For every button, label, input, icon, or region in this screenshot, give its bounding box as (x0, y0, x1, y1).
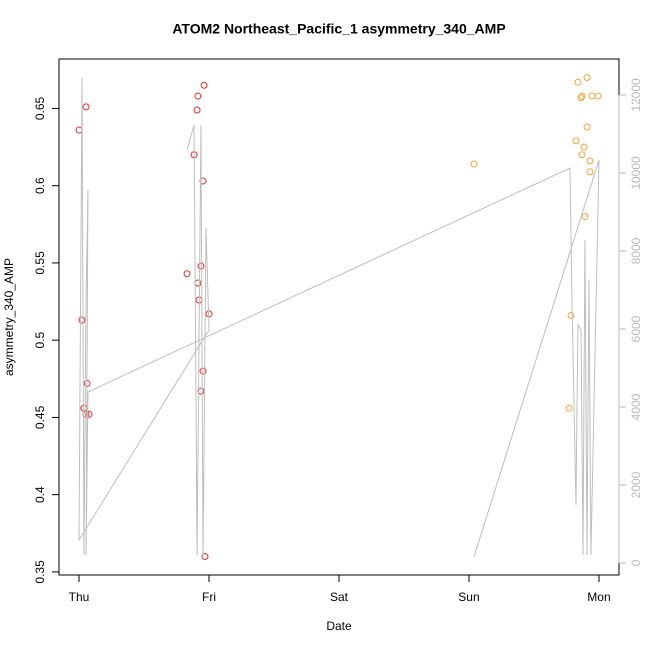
chart-title: ATOM2 Northeast_Pacific_1 asymmetry_340_… (172, 21, 505, 37)
point (197, 262, 205, 270)
point (578, 92, 586, 100)
point (82, 103, 90, 111)
point (572, 137, 580, 145)
y2-tick-label: 2000 (629, 471, 643, 498)
point (199, 367, 207, 375)
y-tick-label: 0.65 (33, 96, 47, 120)
y2-tick-label: 8000 (629, 237, 643, 264)
x-tick-label: Fri (202, 590, 216, 604)
y2-tick-label: 4000 (629, 393, 643, 420)
point (578, 151, 586, 159)
point (470, 160, 478, 168)
y2-tick-label: 6000 (629, 315, 643, 342)
y-tick-label: 0.5 (33, 332, 47, 349)
x-tick-label: Sat (330, 590, 349, 604)
point (583, 123, 591, 131)
y2-tick-label: 10000 (629, 156, 643, 190)
x-tick-label: Thu (69, 590, 90, 604)
y-axis-label: asymmetry_340_AMP (2, 258, 16, 376)
point (583, 74, 591, 82)
y-tick-label: 0.4 (33, 486, 47, 503)
point (201, 552, 209, 560)
point (586, 157, 594, 165)
point (574, 78, 582, 86)
y-tick-label: 0.55 (33, 251, 47, 275)
point (197, 387, 205, 395)
point (565, 404, 573, 412)
point (193, 106, 201, 114)
y2-tick-label: 12000 (629, 78, 643, 112)
point (581, 213, 589, 221)
y-tick-label: 0.6 (33, 177, 47, 194)
point (194, 92, 202, 100)
y2-tick-label: 0 (629, 559, 643, 566)
x-tick-label: Mon (587, 590, 610, 604)
point (78, 316, 86, 324)
point (200, 81, 208, 89)
point (594, 92, 602, 100)
point (580, 143, 588, 151)
x-axis-label: Date (326, 619, 352, 633)
point (85, 410, 93, 418)
point (567, 311, 575, 319)
y-tick-label: 0.45 (33, 405, 47, 429)
line-series (78, 77, 600, 558)
point (577, 94, 585, 102)
x-tick-label: Sun (458, 590, 479, 604)
point (183, 270, 191, 278)
point (586, 168, 594, 176)
y-tick-label: 0.35 (33, 560, 47, 584)
